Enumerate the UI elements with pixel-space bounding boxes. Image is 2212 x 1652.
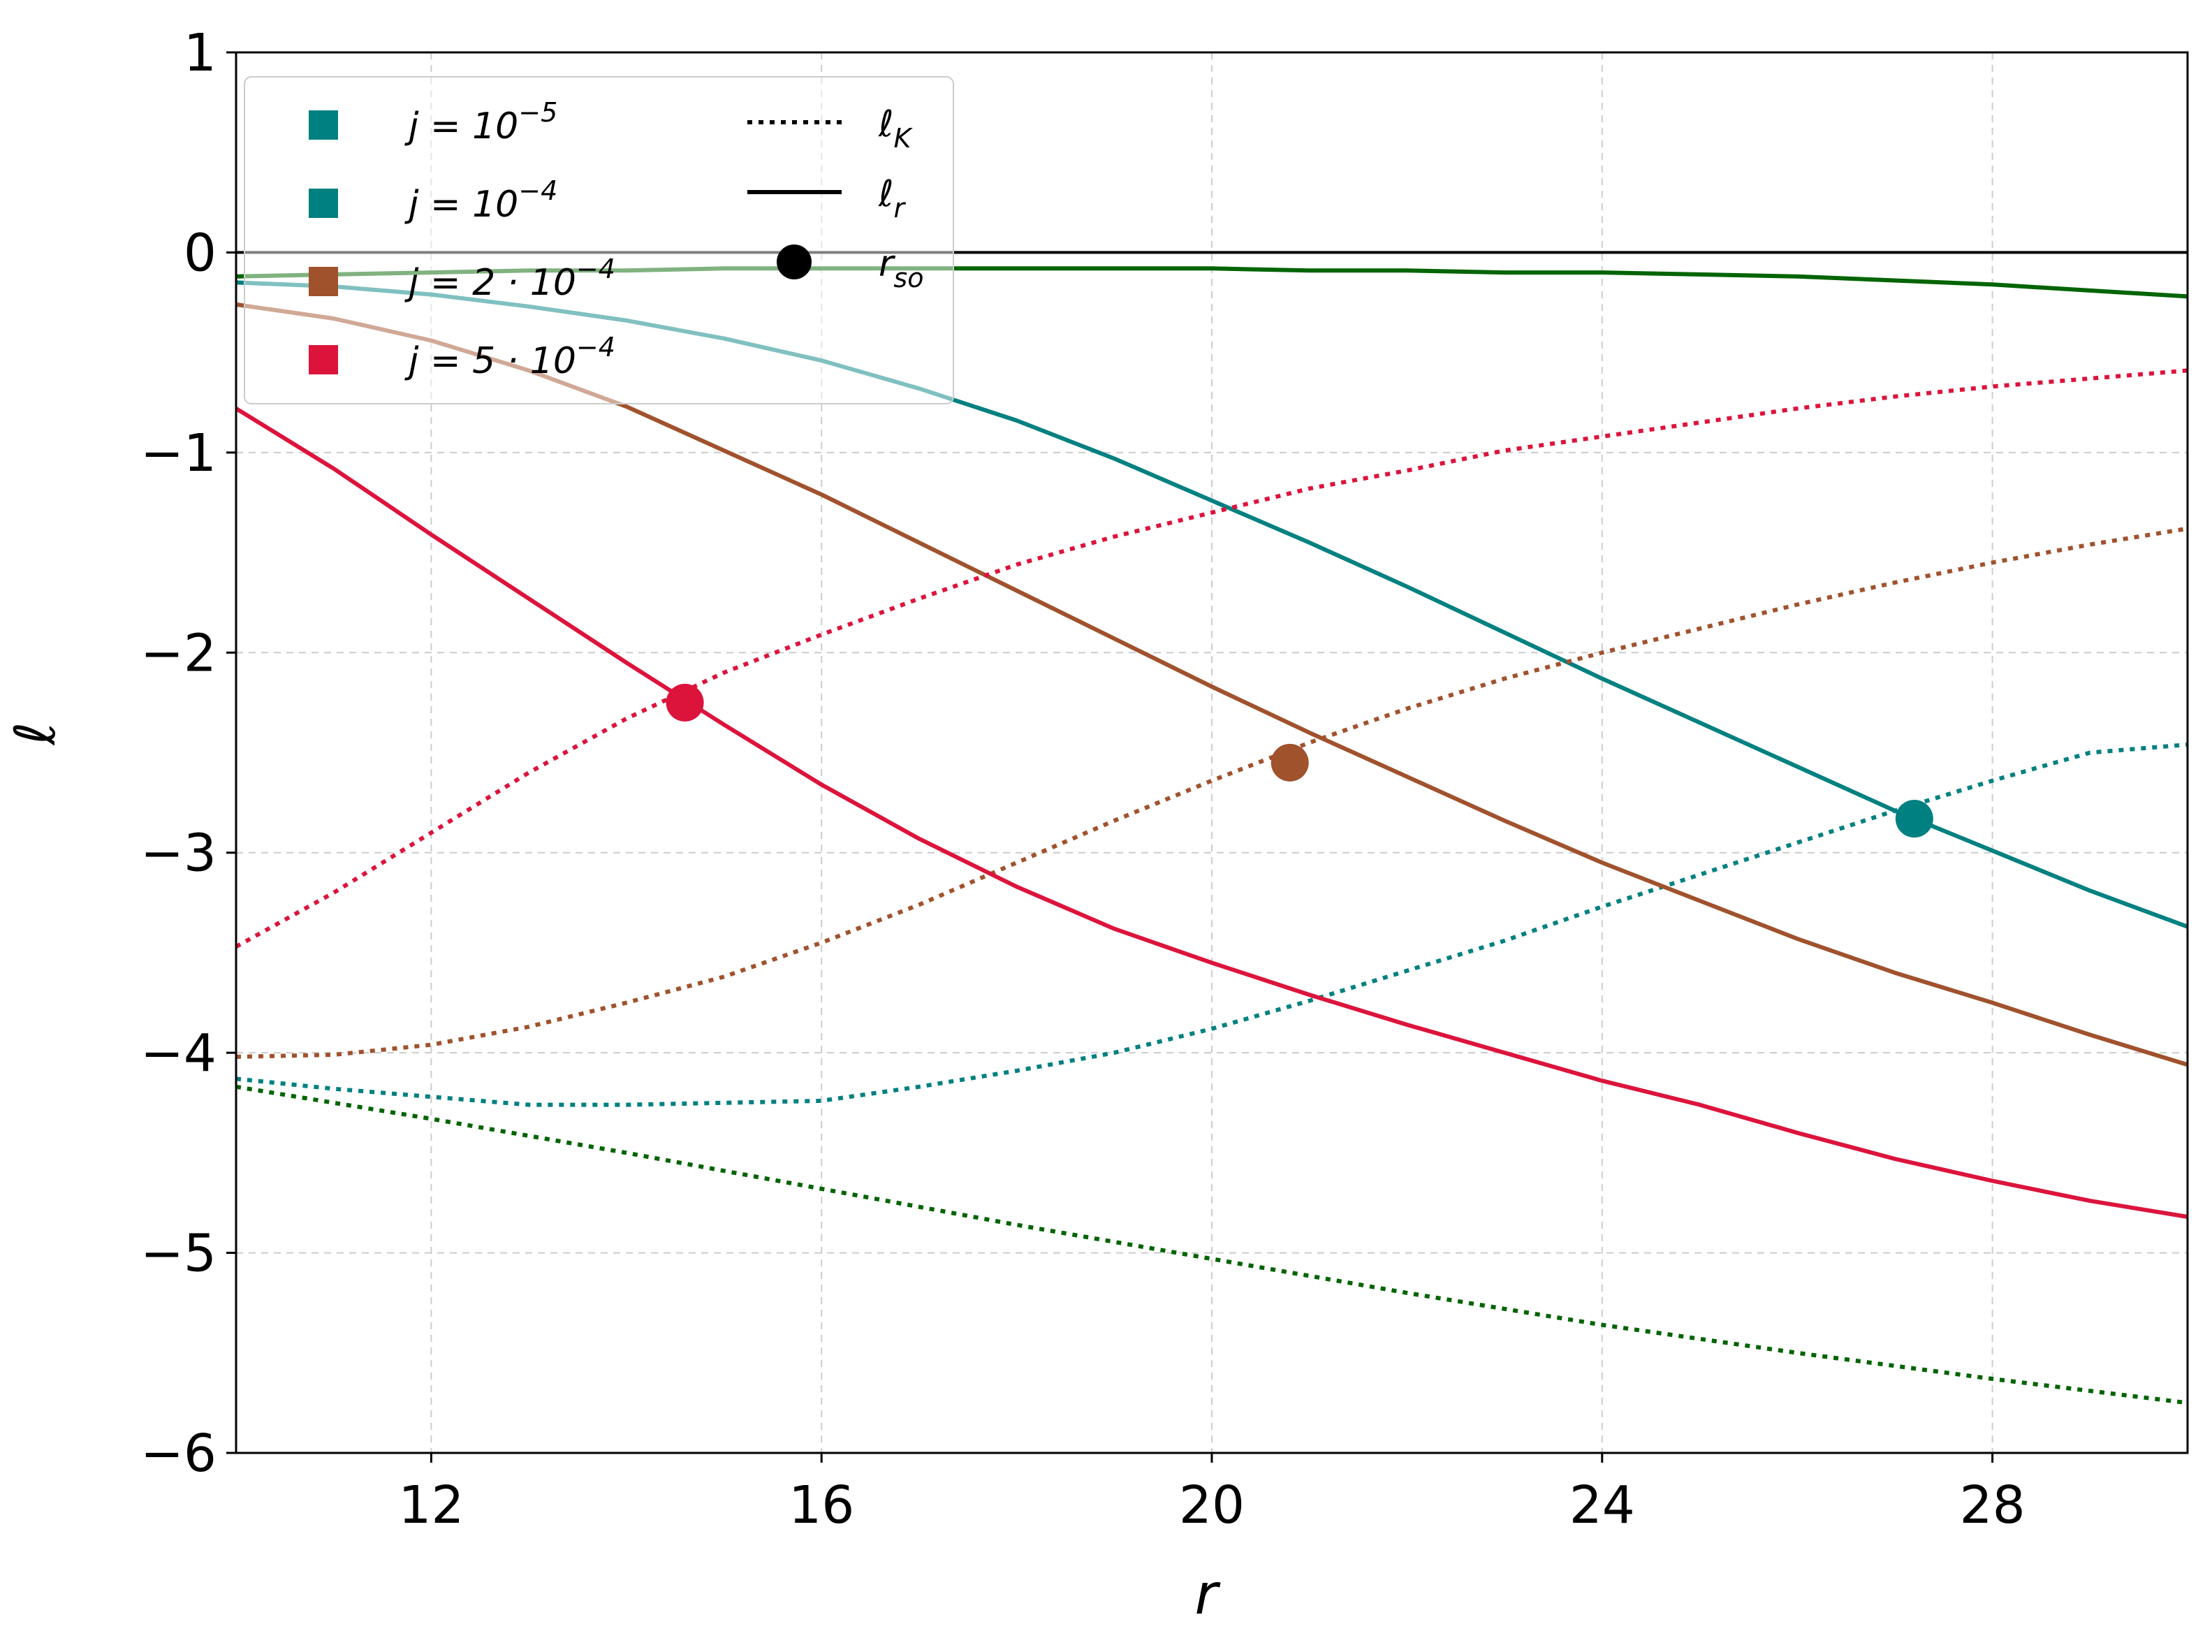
legend-swatch bbox=[309, 110, 338, 140]
series-line-5 bbox=[235, 526, 2188, 1059]
x-tick-label: 24 bbox=[1569, 1475, 1635, 1535]
legend-swatch bbox=[309, 189, 338, 218]
y-tick-label: 0 bbox=[184, 223, 217, 283]
x-tick-label: 20 bbox=[1179, 1475, 1245, 1535]
series-line-7 bbox=[235, 368, 2188, 949]
legend-swatch bbox=[309, 267, 338, 296]
y-tick-label: −3 bbox=[140, 824, 217, 884]
legend-swatch bbox=[309, 345, 338, 374]
x-axis-label: r bbox=[1195, 1562, 1222, 1627]
x-tick-label: 16 bbox=[789, 1475, 854, 1535]
legend-marker-sample bbox=[777, 244, 812, 279]
legend-style-label: ℓK bbox=[878, 103, 913, 154]
rso-marker-1 bbox=[1270, 743, 1309, 782]
y-tick-label: −2 bbox=[140, 623, 217, 683]
rso-marker-2 bbox=[1895, 800, 1933, 838]
legend-series-label: j = 2 · 10−4 bbox=[404, 254, 615, 304]
legend-series-label: j = 10−5 bbox=[404, 97, 557, 147]
tick-layer: 12 16 20 24 28 1 0 −1 −2 −3 −4 −5 −6 bbox=[140, 23, 2026, 1535]
series-line-3 bbox=[235, 743, 2188, 1107]
y-tick-label: −1 bbox=[140, 423, 217, 483]
legend-style-label: rso bbox=[879, 243, 923, 293]
y-axis-label: ℓ bbox=[3, 722, 68, 746]
legend-series-label: j = 5 · 10−4 bbox=[404, 332, 615, 382]
legend-style-label: ℓr bbox=[878, 173, 906, 224]
y-tick-label: −5 bbox=[140, 1224, 217, 1284]
x-tick-label: 12 bbox=[398, 1475, 464, 1535]
marker-layer bbox=[666, 683, 1933, 838]
series-line-6 bbox=[235, 407, 2188, 1219]
y-tick-label: −4 bbox=[140, 1023, 217, 1083]
rso-marker-0 bbox=[666, 683, 704, 722]
legend-box bbox=[244, 76, 954, 404]
legend: j = 10−5 j = 10−4 j = 2 · 10−4 j = 5 · 10−4… bbox=[244, 76, 954, 404]
y-tick-label: −6 bbox=[140, 1424, 217, 1484]
y-tick-label: 1 bbox=[184, 23, 217, 83]
legend-series-label: j = 10−4 bbox=[404, 175, 557, 226]
x-tick-label: 28 bbox=[1960, 1475, 2026, 1535]
